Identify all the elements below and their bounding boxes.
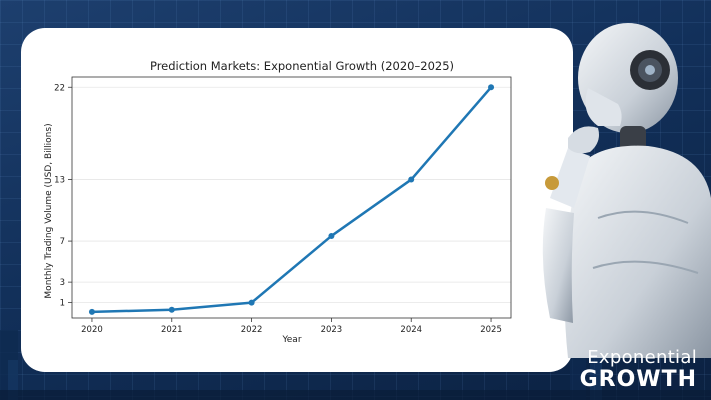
chart-title: Prediction Markets: Exponential Growth (… — [150, 59, 454, 73]
y-tick-label: 22 — [54, 83, 65, 93]
y-tick-label: 3 — [60, 278, 65, 288]
plot-frame — [71, 76, 512, 319]
y-tick-label: 13 — [54, 176, 65, 186]
data-point — [328, 232, 335, 239]
data-point — [408, 176, 415, 183]
data-point — [488, 84, 495, 91]
data-point — [248, 299, 255, 306]
series-line — [90, 86, 493, 314]
x-axis-label: Year — [281, 335, 301, 345]
line-chart: Prediction Markets: Exponential Growth (… — [44, 59, 512, 345]
chart-card: Prediction Markets: Exponential Growth (… — [21, 28, 573, 372]
humanoid-robot-thinking-icon — [542, 23, 711, 358]
x-tick-label: 2024 — [400, 325, 422, 335]
brand-line-1: Exponential — [587, 347, 697, 368]
y-tick-label: 1 — [60, 299, 65, 309]
x-tick-label: 2020 — [81, 325, 103, 335]
chart-series — [88, 84, 495, 315]
x-tick-label: 2021 — [161, 325, 183, 335]
brand-line-2: GROWTH — [579, 367, 697, 392]
data-point — [168, 306, 175, 313]
chart-grid — [72, 86, 511, 304]
data-point — [88, 308, 95, 315]
x-tick-label: 2022 — [241, 325, 263, 335]
brand-logo: Exponential GROWTH — [580, 348, 697, 392]
y-tick-label: 7 — [60, 237, 65, 247]
x-tick-label: 2025 — [480, 325, 502, 335]
y-axis-label: Monthly Trading Volume (USD, Billions) — [44, 123, 54, 298]
x-tick-label: 2023 — [321, 325, 343, 335]
